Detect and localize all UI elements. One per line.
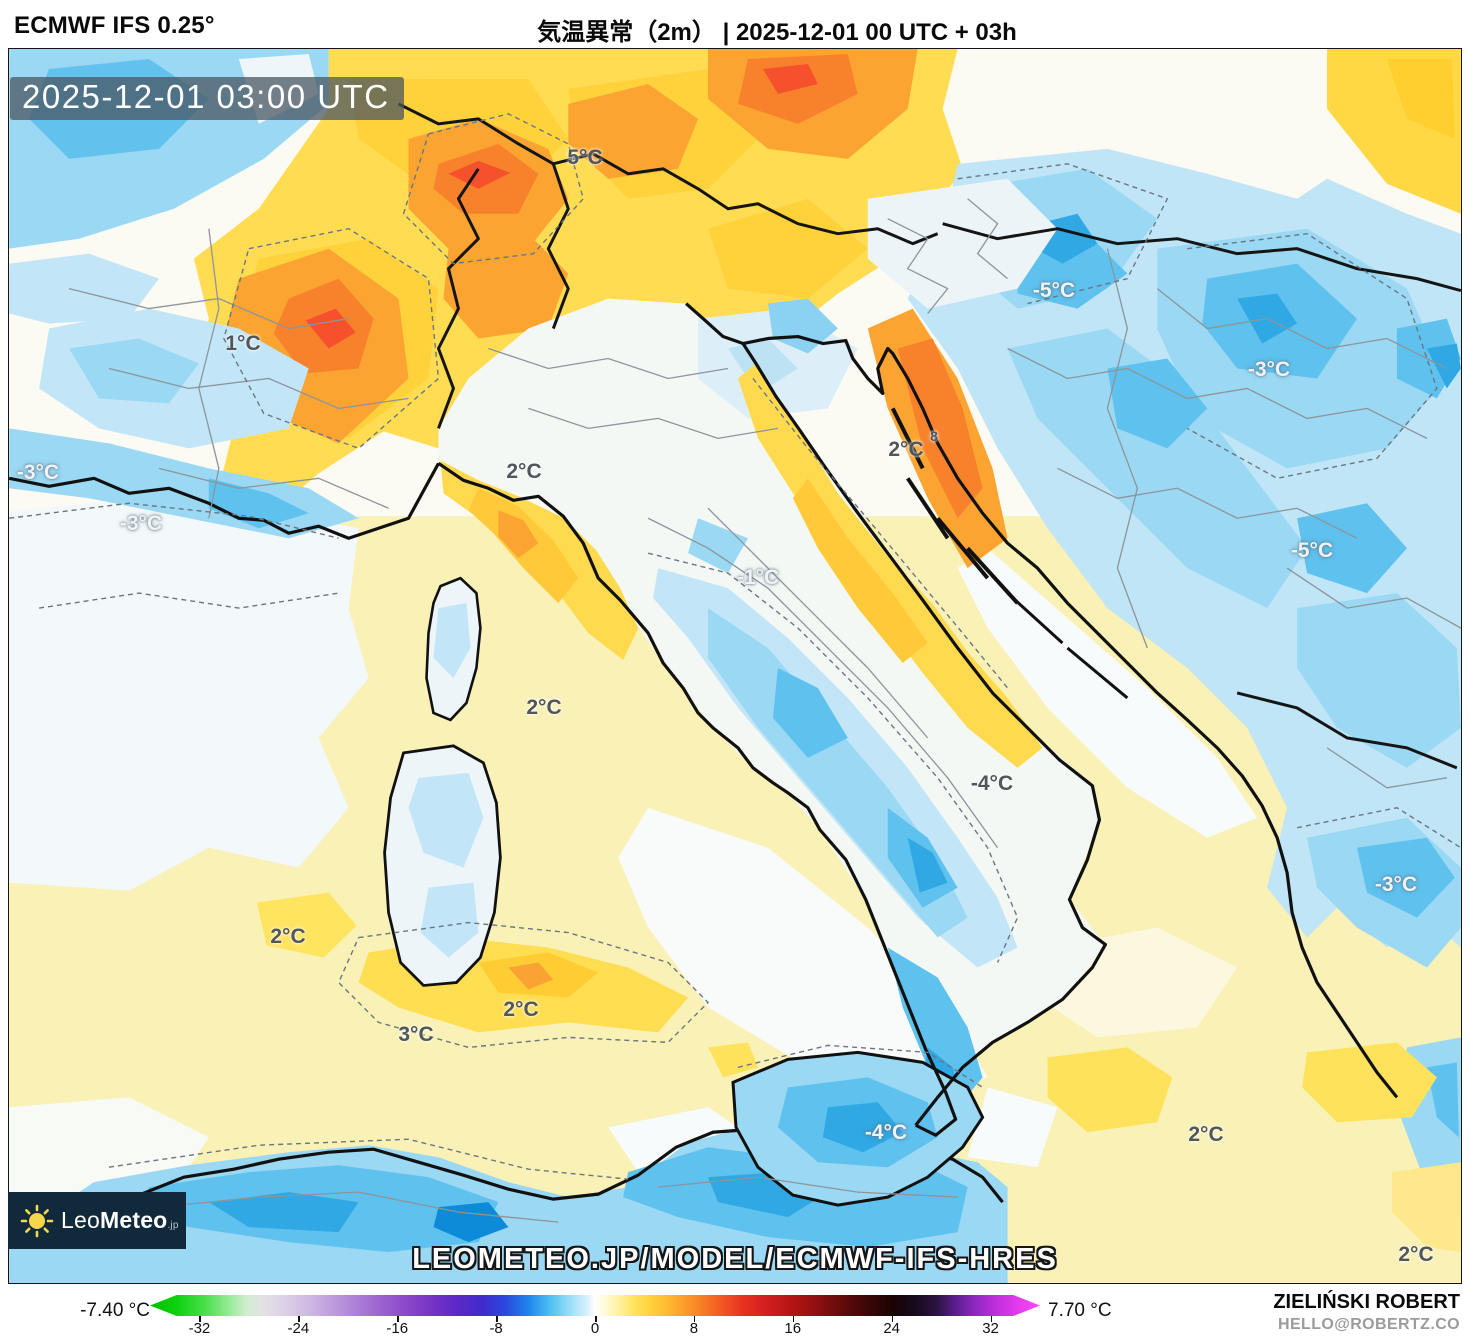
colorbar-tick-label: 16 bbox=[784, 1320, 802, 1337]
colorbar-gradient bbox=[150, 1295, 1040, 1316]
colorbar-tick-label: 0 bbox=[590, 1320, 600, 1337]
colorbar-tick-mark bbox=[496, 1316, 498, 1322]
anomaly-map-canvas bbox=[8, 48, 1462, 1284]
contour-lines bbox=[9, 113, 1461, 1180]
colorbar-tick-label: 24 bbox=[883, 1320, 900, 1337]
colorbar-tick-label: -16 bbox=[386, 1320, 409, 1337]
colorbar-tick-mark bbox=[397, 1316, 399, 1322]
colorbar-ticks: -32 -24 -16 -8 0 8 16 24 32 bbox=[0, 1286, 1470, 1338]
colorbar-tick-mark bbox=[990, 1316, 993, 1322]
coastlines bbox=[9, 302, 1399, 1137]
colorbar-tick-label: -24 bbox=[287, 1320, 310, 1337]
country-borders bbox=[397, 102, 1461, 770]
sicily-island bbox=[731, 1050, 985, 1207]
colorbar-tick-mark bbox=[792, 1316, 795, 1322]
france-cold-patches bbox=[9, 253, 359, 539]
admin-borders bbox=[68, 198, 1461, 1223]
colorbar-tick-label: 8 bbox=[689, 1320, 699, 1337]
colorbar-tick-mark bbox=[891, 1316, 894, 1322]
colorbar-max-value: 7.70 °C bbox=[1048, 1300, 1112, 1321]
croatia-coast-warm-band bbox=[867, 308, 1129, 700]
credit-name: ZIELIŃSKI ROBERT bbox=[1273, 1291, 1460, 1313]
colorbar-tick-mark bbox=[595, 1316, 597, 1322]
northeast-warm-corner bbox=[1327, 49, 1461, 214]
colorbar-tick-mark bbox=[199, 1316, 201, 1322]
colorbar-tick-mark bbox=[693, 1316, 696, 1322]
colorbar-footer: -7.40 °C -32 -24 -16 -8 0 8 16 24 32 7.70 °C ZIE… bbox=[0, 1286, 1470, 1338]
credit-email: HELLO@ROBERTZ.CO bbox=[1278, 1316, 1460, 1333]
colorbar-tick-mark bbox=[298, 1316, 300, 1322]
colorbar-min-value: -7.40 °C bbox=[80, 1300, 150, 1321]
colorbar-tick-label: 32 bbox=[982, 1320, 999, 1337]
temperature-anomaly-map bbox=[9, 49, 1461, 1283]
corsica-island bbox=[425, 576, 482, 722]
chart-title: 気温異常（2m） | 2025-12-01 00 UTC + 03h bbox=[537, 19, 1017, 46]
sardinia-island bbox=[383, 744, 502, 987]
model-name-label: ECMWF IFS 0.25° bbox=[14, 12, 215, 39]
colorbar-tick-label: -8 bbox=[489, 1320, 503, 1337]
colorbar-tick-label: -32 bbox=[188, 1320, 211, 1337]
